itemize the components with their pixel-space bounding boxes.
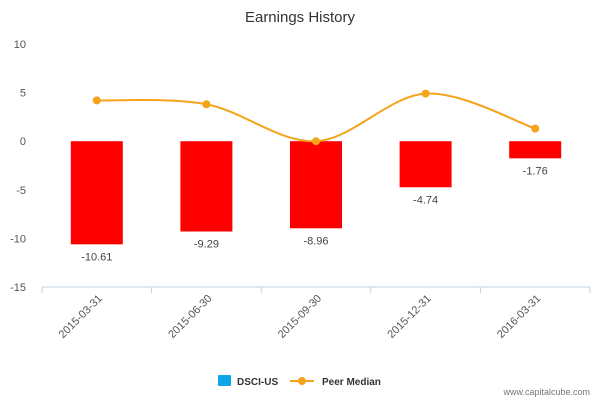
y-tick-label: 5 [20,88,26,100]
x-tick-label: 2015-06-30 [166,293,214,341]
peer-median-series [92,89,540,146]
bar[interactable] [509,141,562,159]
y-tick-label: 10 [14,39,26,51]
bar-data-label: -1.76 [523,165,548,177]
y-axis: 10 5 0 -5 -10 -15 [10,39,26,294]
bar[interactable] [399,141,452,188]
x-tick-label: 2015-12-31 [385,293,433,341]
bar[interactable] [290,141,342,229]
y-tick-label: -10 [10,233,26,245]
y-tick-label: -5 [16,185,26,197]
peer-median-point[interactable] [92,96,101,105]
peer-median-point[interactable] [202,100,211,109]
peer-median-point[interactable] [312,137,320,146]
y-tick-label: 0 [20,136,26,148]
bar-series [70,141,562,245]
legend-label-dsci[interactable]: DSCI-US [237,377,278,388]
data-labels: -10.61 -9.29 -8.96 -4.74 -1.76 [81,165,548,263]
peer-median-line [96,92,536,143]
x-tick-label: 2015-09-30 [276,293,324,341]
credit-text: www.capitalcube.com [502,387,590,397]
bar-data-label: -8.96 [303,235,328,247]
bar-data-label: -9.29 [194,238,219,250]
peer-median-point[interactable] [421,89,430,98]
legend: DSCI-US Peer Median [218,375,381,388]
bar-data-label: -4.74 [413,194,438,206]
bar-data-label: -10.61 [81,251,112,263]
bar[interactable] [70,141,123,245]
peer-median-point[interactable] [531,124,540,133]
legend-marker-peer-median[interactable] [298,377,306,385]
x-tick-label: 2016-03-31 [495,293,543,341]
chart-title: Earnings History [245,9,356,26]
legend-label-peer-median[interactable]: Peer Median [322,377,381,388]
legend-swatch-dsci[interactable] [218,375,231,386]
y-tick-label: -15 [10,282,26,294]
bar[interactable] [180,141,233,232]
x-axis: 2015-03-31 2015-06-30 2015-09-30 2015-12-31… [41,286,591,341]
x-tick-label: 2015-03-31 [57,293,105,341]
